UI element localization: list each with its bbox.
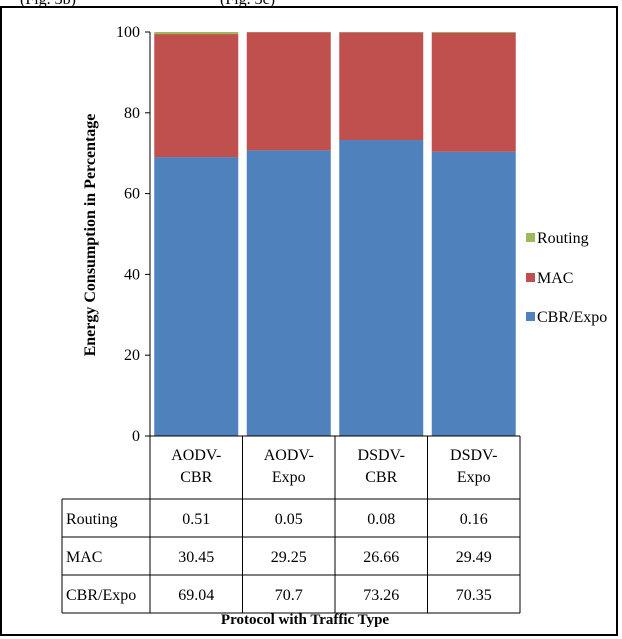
table-cell: 29.49 [456,549,492,566]
bar-routing-4 [431,32,516,33]
bar-mac-3 [339,32,424,141]
bar-routing-1 [154,32,239,35]
bar-mac-2 [246,32,331,151]
bar-cbr-expo-4 [431,151,516,436]
table-row-label: Routing [66,511,118,528]
category-label: AODV-Expo [264,447,314,486]
table-cell: 0.08 [367,511,395,528]
bar-cbr-expo-3 [339,140,424,436]
legend-swatch [526,233,535,242]
y-tick-label: 40 [124,266,140,283]
chart-frame [0,6,618,636]
table-cell: 0.16 [460,511,488,528]
table-cell: 26.66 [363,549,399,566]
table-row-label: MAC [66,549,102,566]
table-cell: 30.45 [178,549,214,566]
axis-labels: Energy Consumption in Percentage Protocol… [82,114,389,628]
y-tick-label: 0 [132,428,140,445]
y-tick-label: 60 [124,186,140,203]
bar-mac-1 [154,34,239,158]
y-axis-title: Energy Consumption in Percentage [82,114,99,357]
legend: Routing MAC CBR/Expo [526,230,607,326]
bar-mac-4 [431,32,516,152]
y-tick-label: 80 [124,105,140,122]
legend-swatch [526,273,535,282]
category-label: DSDV-CBR [358,447,405,486]
table-cell: 73.26 [363,587,399,604]
legend-label: MAC [537,270,573,287]
y-tick-label: 100 [116,24,140,41]
data-table: AODV-CBR AODV-Expo DSDV-CBR DSDV-Expo Routin… [61,436,521,614]
x-axis-title: Protocol with Traffic Type [221,612,390,628]
legend-label: Routing [537,230,589,247]
table-cell: 0.51 [182,511,210,528]
y-tick-label: 20 [124,347,140,364]
category-label: AODV-CBR [171,447,221,486]
table-row-label: CBR/Expo [66,587,136,604]
figure-caption-header: (Fig. 3b) (Fig. 3c) [20,0,275,9]
table-cell: 29.25 [271,549,307,566]
legend-swatch [526,312,535,321]
table-cell: 70.35 [456,587,492,604]
legend-label: CBR/Expo [537,309,607,326]
table-cell: 70.7 [275,587,303,604]
category-label: DSDV-Expo [450,447,497,486]
table-cell: 0.05 [275,511,303,528]
bar-cbr-expo-2 [246,150,331,436]
table-cell: 69.04 [178,587,214,604]
plot-area: 0 20 40 60 80 100 [116,24,520,445]
bar-cbr-expo-1 [154,157,239,436]
